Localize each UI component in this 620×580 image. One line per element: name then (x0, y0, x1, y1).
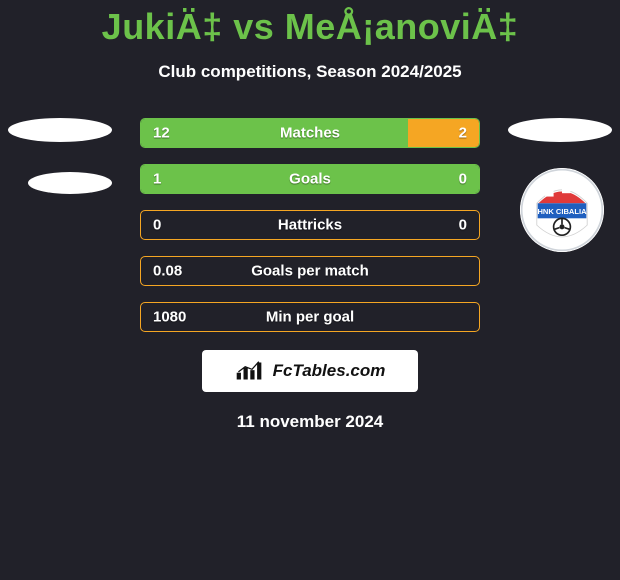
badge-text: FcTables.com (273, 361, 386, 381)
stat-value-left: 0 (153, 217, 161, 234)
club-crest-icon: HNK CIBALIA (520, 168, 604, 252)
player-left-avatar-placeholder (8, 118, 112, 142)
club-left-logo-placeholder (28, 172, 112, 194)
page-title: JukiÄ‡ vs MeÅ¡anoviÄ‡ (0, 0, 620, 48)
stat-value-left: 12 (153, 125, 170, 142)
svg-text:HNK CIBALIA: HNK CIBALIA (537, 207, 587, 216)
stat-row: 0 0 Hattricks (140, 210, 480, 240)
stat-row: 1 0 Goals (140, 164, 480, 194)
stat-label: Min per goal (266, 309, 354, 326)
page-subtitle: Club competitions, Season 2024/2025 (0, 62, 620, 82)
stat-value-left: 1 (153, 171, 161, 188)
stat-fill-right (408, 119, 479, 147)
stats-rows-container: 12 2 Matches 1 0 Goals 0 0 Hattricks 0.08 Goals pe… (140, 118, 480, 332)
stat-value-right: 2 (459, 125, 467, 142)
stat-label: Matches (280, 125, 340, 142)
stat-row: 0.08 Goals per match (140, 256, 480, 286)
stat-value-right: 0 (459, 217, 467, 234)
club-right-logo: HNK CIBALIA (520, 168, 604, 252)
stat-row: 12 2 Matches (140, 118, 480, 148)
stat-label: Goals (289, 171, 331, 188)
stat-row: 1080 Min per goal (140, 302, 480, 332)
bars-icon (235, 360, 269, 382)
stat-fill-left (141, 119, 408, 147)
stat-value-left: 1080 (153, 309, 186, 326)
stats-area: HNK CIBALIA 12 2 Matches 1 0 Goals 0 0 Hattricks… (0, 118, 620, 332)
stat-value-right: 0 (459, 171, 467, 188)
fctables-badge: FcTables.com (202, 350, 418, 392)
player-right-avatar-placeholder (508, 118, 612, 142)
stat-label: Hattricks (278, 217, 342, 234)
stat-value-left: 0.08 (153, 263, 182, 280)
generated-date: 11 november 2024 (0, 412, 620, 432)
stat-label: Goals per match (251, 263, 369, 280)
